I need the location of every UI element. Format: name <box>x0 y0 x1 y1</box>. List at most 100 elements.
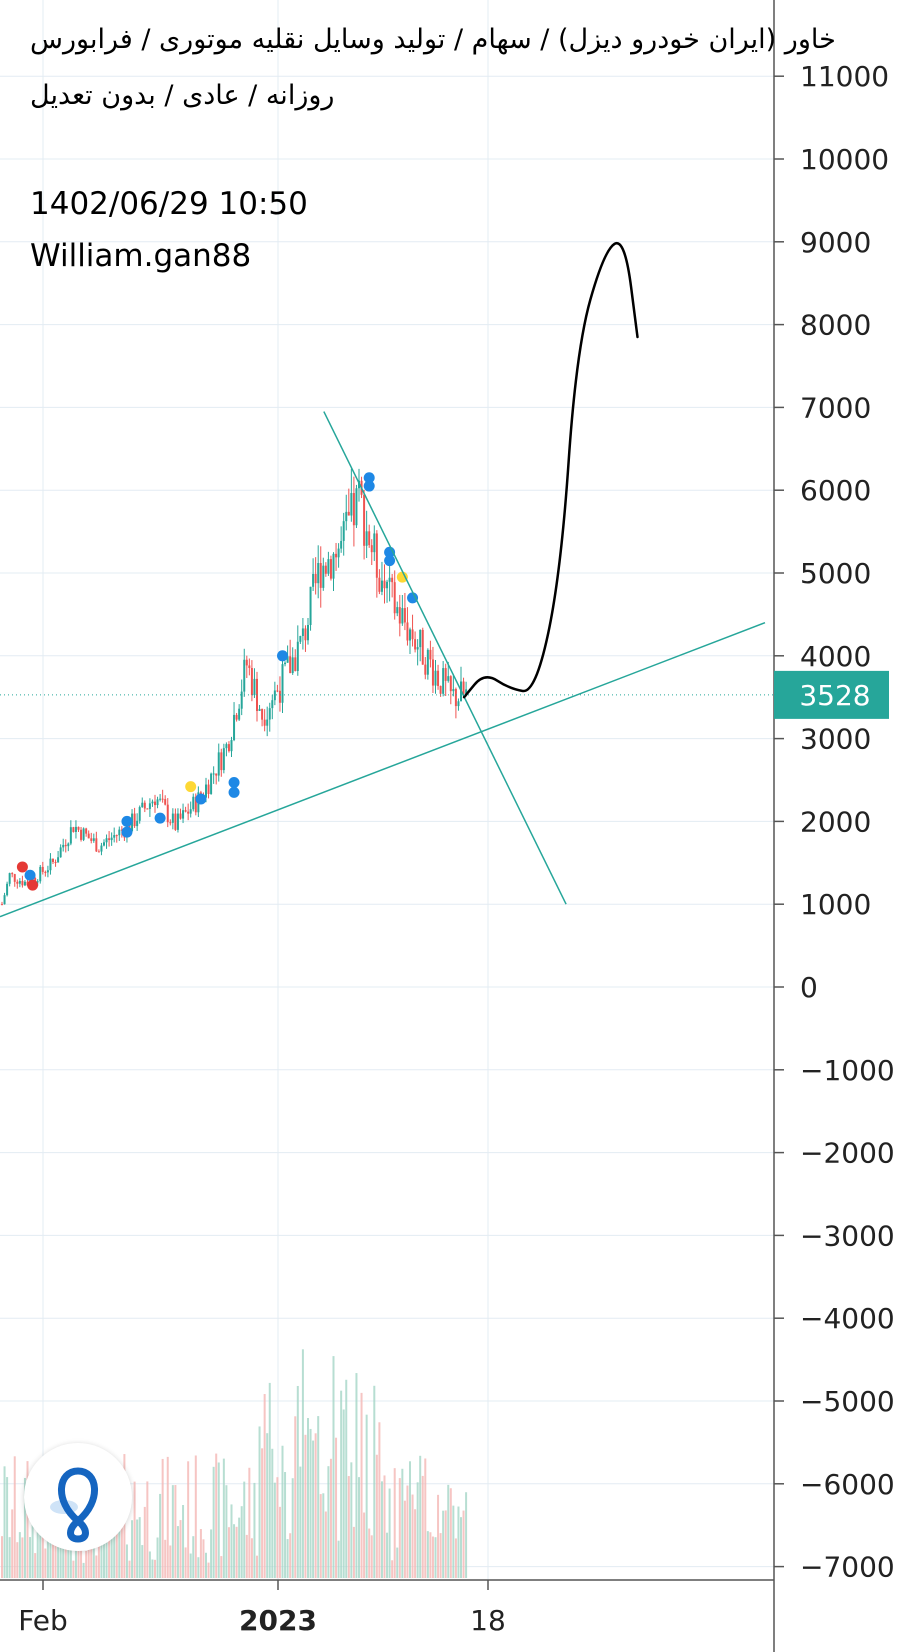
candle-body <box>253 678 256 696</box>
volume-bar <box>398 1478 401 1578</box>
volume-bar <box>148 1551 151 1578</box>
candle-body <box>11 873 14 875</box>
volume-bar <box>345 1379 348 1578</box>
candle-body <box>82 828 85 840</box>
volume-bar <box>128 1560 131 1578</box>
candle-body <box>332 553 335 579</box>
candle-body <box>373 533 376 553</box>
volume-bar <box>29 1537 32 1578</box>
volume-bar <box>108 1517 111 1578</box>
candle-body <box>151 801 154 804</box>
volume-bar <box>368 1528 371 1578</box>
x-axis: Feb 2023 18 <box>0 1579 774 1637</box>
volume-bar <box>34 1553 37 1578</box>
volume-bar <box>233 1524 236 1578</box>
volume-bar <box>85 1551 88 1578</box>
candle-body <box>220 752 223 771</box>
volume-bar <box>375 1454 378 1578</box>
projection-curve <box>462 241 639 699</box>
volume-bar <box>230 1504 233 1578</box>
candle-body <box>411 629 414 640</box>
volume-bar <box>179 1520 182 1578</box>
candle-body <box>324 565 327 574</box>
candle-body <box>347 511 350 516</box>
volume-bar <box>289 1533 292 1578</box>
volume-bar <box>322 1493 325 1578</box>
signal-dot <box>16 861 28 873</box>
volume-bar <box>39 1508 42 1578</box>
app-logo[interactable] <box>24 1443 132 1551</box>
volume-bar <box>373 1385 376 1578</box>
volume-bar <box>365 1414 368 1578</box>
volume-bar <box>291 1478 294 1578</box>
candle-body <box>212 773 215 775</box>
candle-body <box>108 838 111 841</box>
x-tick-label: 18 <box>470 1604 506 1637</box>
author-name: William.gan88 <box>30 238 252 274</box>
candle-body <box>431 659 434 686</box>
candle-body <box>314 573 317 584</box>
candle-body <box>222 748 225 771</box>
candle-body <box>294 657 297 672</box>
volume-bar <box>154 1559 156 1578</box>
candle-body <box>426 649 429 675</box>
candle-body <box>143 802 146 809</box>
candle-body <box>192 796 195 810</box>
y-tick-label: 8000 <box>800 309 871 342</box>
volume-bar <box>360 1392 363 1578</box>
candle-body <box>230 740 233 752</box>
volume-bar <box>31 1491 34 1578</box>
candle-body <box>319 563 322 588</box>
candle-body <box>261 708 264 720</box>
volume-bar <box>358 1477 360 1578</box>
candle-body <box>39 866 42 882</box>
y-tick-label: 0 <box>800 971 818 1004</box>
volume-bar <box>156 1537 159 1578</box>
candle-body <box>370 545 373 553</box>
candle-body <box>409 629 411 641</box>
candle-body <box>69 827 72 844</box>
volume-bar <box>141 1545 144 1578</box>
candle-body <box>238 708 241 720</box>
candle-body <box>49 858 52 871</box>
volume-bar <box>11 1509 14 1578</box>
volume-bar <box>174 1485 177 1578</box>
candle-body <box>95 838 98 852</box>
volume-bar <box>317 1416 320 1578</box>
candle-body <box>161 798 164 800</box>
volume-bar <box>143 1506 146 1578</box>
candle-body <box>240 691 243 709</box>
signal-dot <box>228 776 240 788</box>
volume-bar <box>52 1523 54 1578</box>
candle-body <box>23 881 26 886</box>
candle-body <box>8 873 11 884</box>
volume-bar <box>342 1409 345 1578</box>
candle-body <box>210 773 213 794</box>
candle-body <box>462 681 465 694</box>
signal-dot <box>121 815 133 827</box>
candle-body <box>115 835 118 837</box>
volume-bar <box>370 1535 373 1578</box>
volume-bar <box>271 1448 274 1578</box>
candle-body <box>268 708 271 720</box>
candle-body <box>309 586 312 625</box>
y-tick-label: 7000 <box>800 391 871 424</box>
candle-body <box>444 668 447 681</box>
volume-bar <box>176 1526 179 1578</box>
candle-body <box>243 659 246 692</box>
volume-bar <box>169 1545 172 1578</box>
candle-body <box>87 833 90 839</box>
candle-body <box>365 531 368 546</box>
volume-bar <box>222 1458 225 1578</box>
volume-bar <box>138 1517 141 1578</box>
y-tick-label: 4000 <box>800 640 871 673</box>
volume-bar <box>273 1482 276 1578</box>
volume-bar <box>125 1544 128 1578</box>
volume-bar <box>340 1390 343 1578</box>
timestamp: 1402/06/29 10:50 <box>30 186 308 222</box>
candle-body <box>215 773 218 776</box>
x-tick-label: 2023 <box>239 1604 317 1637</box>
volume-bar <box>447 1484 450 1578</box>
candle-body <box>273 690 276 701</box>
